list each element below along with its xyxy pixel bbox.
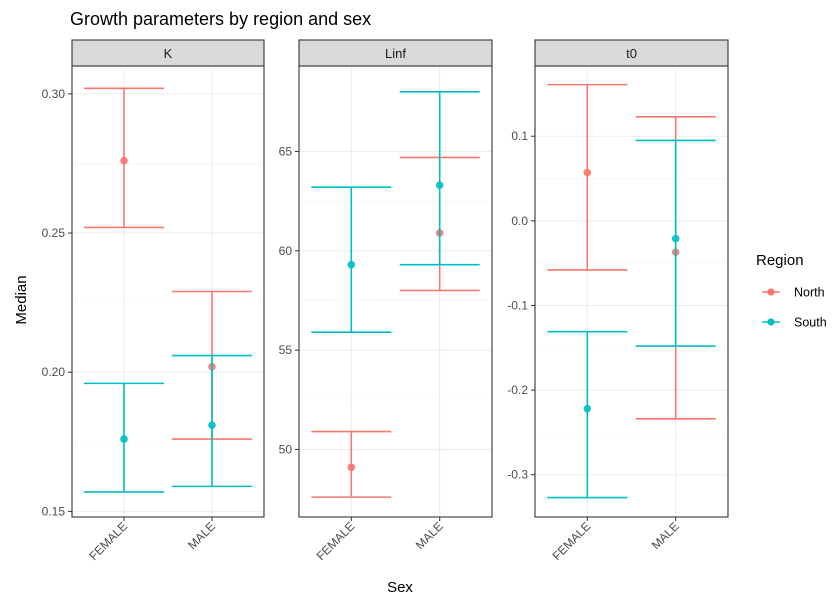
y-tick-label: 50: [279, 442, 293, 456]
errorbar-south-male: [635, 139, 716, 347]
facet-panels: K 0.15 0.20 0.25 0.30 FEMALE MALE Linf 50 55 60 65 F…: [42, 39, 729, 563]
legend-entry-north: North: [762, 286, 825, 300]
median-point: [583, 404, 592, 413]
errorbar-north-female: [311, 430, 392, 498]
median-point: [435, 181, 444, 190]
y-tick-label: 0.30: [42, 87, 66, 101]
facet-strip-label: Linf: [385, 46, 406, 61]
legend-key-point: [767, 288, 775, 296]
median-point: [583, 168, 592, 177]
facet-strip-label: t0: [626, 46, 637, 61]
y-tick-label: 0.1: [511, 129, 528, 143]
x-tick-label: FEMALE: [314, 519, 358, 563]
x-tick-label: MALE: [185, 519, 218, 552]
x-tick-label: MALE: [649, 519, 682, 552]
median-point: [208, 421, 216, 429]
facet-strip: [298, 39, 493, 67]
x-tick-label: FEMALE: [550, 519, 594, 563]
y-tick-label: -0.3: [507, 468, 528, 482]
median-point: [120, 156, 128, 165]
y-tick-label: -0.1: [507, 298, 528, 312]
legend-entry-south: South: [762, 316, 827, 330]
errorbar-north-female: [84, 87, 165, 229]
chart-title: Growth parameters by region and sex: [70, 9, 371, 29]
legend-title: Region: [756, 252, 804, 269]
y-tick-label: 60: [279, 244, 293, 258]
facet-strip: [534, 39, 729, 67]
x-tick-label: MALE: [413, 519, 446, 552]
y-tick-label: 55: [279, 343, 293, 357]
median-point: [671, 234, 680, 243]
facet-strip-label: K: [164, 46, 173, 61]
x-axis-title: Sex: [387, 579, 413, 596]
legend: Region North South: [756, 252, 827, 330]
y-tick-label: -0.2: [507, 383, 528, 397]
y-tick-label: 0.15: [42, 504, 66, 518]
legend-label: North: [794, 286, 825, 300]
median-point: [120, 435, 128, 443]
facet-strip: [71, 39, 265, 67]
legend-label: South: [794, 316, 827, 330]
legend-key-point: [767, 318, 775, 326]
y-tick-label: 0.25: [42, 226, 66, 240]
y-axis-title: Median: [13, 275, 30, 324]
panel-t0: t0 -0.3 -0.2 -0.1 0.0 0.1 FEMALE MALE: [507, 39, 729, 563]
median-point: [347, 463, 356, 472]
errorbar-south-male: [171, 354, 252, 488]
y-tick-label: 65: [279, 144, 293, 158]
panel-border: [534, 65, 729, 518]
y-tick-label: 0.0: [511, 214, 528, 228]
errorbar-south-female: [547, 330, 628, 499]
errorbar-south-female: [311, 186, 392, 334]
errorbar-south-female: [84, 382, 165, 493]
errorbar-north-female: [547, 83, 628, 271]
errorbar-south-male: [399, 91, 480, 266]
y-tick-label: 0.20: [42, 365, 66, 379]
x-tick-label: FEMALE: [86, 519, 130, 563]
median-point: [347, 260, 356, 269]
panel-k: K 0.15 0.20 0.25 0.30 FEMALE MALE: [42, 39, 265, 563]
panel-linf: Linf 50 55 60 65 FEMALE MALE: [279, 39, 493, 563]
